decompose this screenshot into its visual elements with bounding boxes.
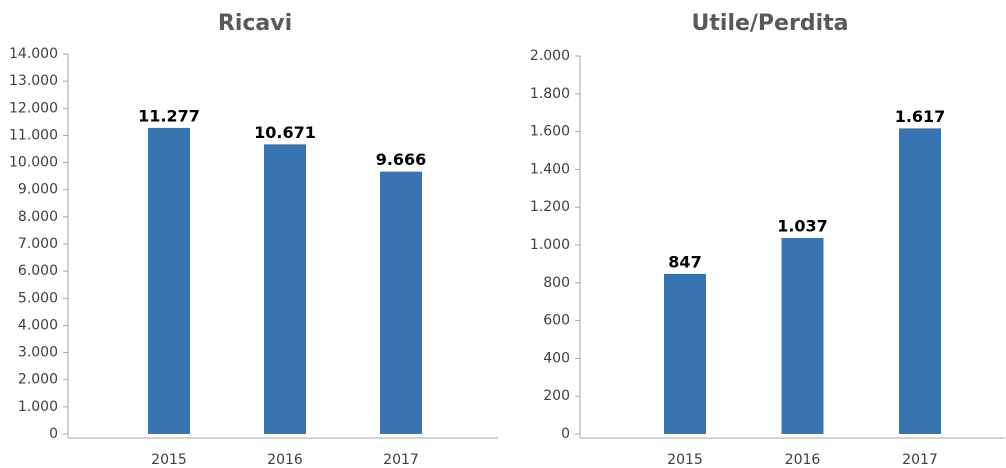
y-tick-label: 10.000 — [9, 155, 58, 171]
bar — [264, 144, 306, 434]
y-tick-label: 0 — [49, 426, 58, 442]
y-tick-label: 1.000 — [18, 399, 58, 415]
value-label: 847 — [668, 252, 701, 271]
y-tick-label: 5.000 — [18, 290, 58, 306]
x-tick-label: 2017 — [383, 452, 419, 468]
y-tick-label: 800 — [543, 275, 570, 291]
y-tick-label: 14.000 — [9, 46, 58, 62]
bar — [899, 128, 941, 434]
y-tick-label: 9.000 — [18, 182, 58, 198]
y-tick-label: 13.000 — [9, 73, 58, 89]
value-label: 1.037 — [777, 217, 828, 236]
x-tick-label: 2016 — [267, 452, 303, 468]
value-label: 1.617 — [895, 107, 946, 126]
chart-title: Ricavi — [218, 11, 292, 36]
y-tick-label: 1.400 — [530, 161, 570, 177]
bar — [148, 127, 190, 434]
x-tick-label: 2016 — [785, 452, 821, 468]
y-tick-label: 200 — [543, 388, 570, 404]
value-label: 10.671 — [254, 123, 316, 142]
x-tick-label: 2017 — [902, 452, 938, 468]
y-tick-label: 1.600 — [530, 124, 570, 140]
y-tick-label: 2.000 — [18, 372, 58, 388]
chart-title: Utile/Perdita — [692, 11, 849, 36]
y-tick-label: 1.200 — [530, 199, 570, 215]
bar — [781, 238, 824, 434]
y-tick-label: 3.000 — [18, 345, 58, 361]
x-tick-label: 2015 — [151, 452, 187, 468]
value-label: 9.666 — [376, 150, 427, 169]
x-tick-label: 2015 — [667, 452, 703, 468]
y-tick-label: 6.000 — [18, 263, 58, 279]
y-tick-label: 0 — [561, 426, 570, 442]
y-tick-label: 1.000 — [530, 237, 570, 253]
y-tick-label: 12.000 — [9, 100, 58, 116]
bar — [380, 171, 422, 434]
y-tick-label: 11.000 — [9, 127, 58, 143]
value-label: 11.277 — [138, 106, 200, 125]
y-tick-label: 8.000 — [18, 209, 58, 225]
y-tick-label: 2.000 — [530, 48, 570, 64]
y-tick-label: 4.000 — [18, 317, 58, 333]
y-tick-label: 400 — [543, 350, 570, 366]
y-tick-label: 600 — [543, 313, 570, 329]
y-tick-label: 7.000 — [18, 236, 58, 252]
y-tick-label: 1.800 — [530, 86, 570, 102]
bar — [664, 273, 706, 434]
